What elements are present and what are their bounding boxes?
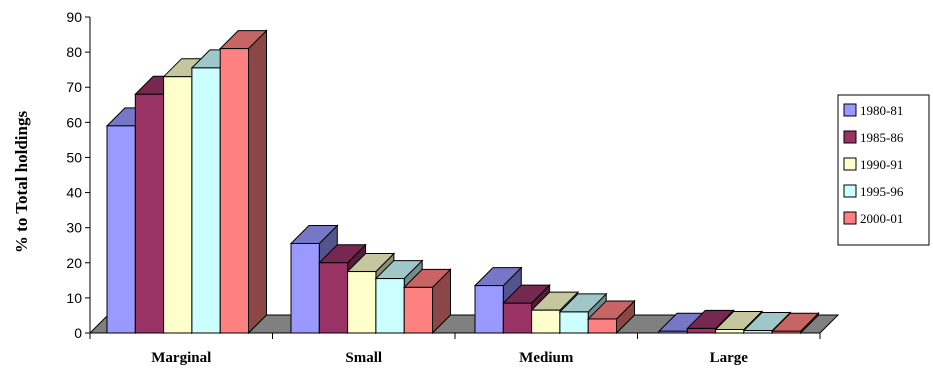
legend-swatch xyxy=(843,103,857,117)
y-tick-label: 30 xyxy=(66,220,82,236)
bar-front xyxy=(474,285,504,334)
bar-front xyxy=(743,330,773,334)
y-tick-label: 40 xyxy=(66,185,82,201)
bar-front xyxy=(686,327,717,334)
y-tick-label: 0 xyxy=(74,325,82,341)
legend-label: 2000-01 xyxy=(860,211,903,226)
bar xyxy=(218,29,268,335)
legend-label: 1985-86 xyxy=(860,130,904,145)
bar-front xyxy=(375,278,405,334)
legend: 1980-81 1985-86 1990-91 1995-96 2000-01 xyxy=(837,94,930,246)
y-tick-label: 90 xyxy=(66,9,82,25)
bar-front xyxy=(318,262,349,334)
bar-front xyxy=(134,93,165,334)
bar-front xyxy=(502,302,533,334)
x-category-label: Small xyxy=(345,350,382,366)
bar xyxy=(402,268,452,335)
y-tick-label: 10 xyxy=(66,290,82,306)
bar-front xyxy=(219,48,249,334)
legend-swatch xyxy=(843,157,857,171)
bar xyxy=(586,299,636,335)
x-category-label: Medium xyxy=(519,350,574,366)
legend-label: 1995-96 xyxy=(860,184,904,199)
x-category-label: Large xyxy=(710,350,749,366)
y-tick-label: 60 xyxy=(66,114,82,130)
legend-swatch xyxy=(843,184,857,198)
y-tick-label: 70 xyxy=(66,79,82,95)
legend-label: 1990-91 xyxy=(860,157,903,172)
bar-front xyxy=(559,311,589,334)
x-category-label: Marginal xyxy=(151,350,211,366)
bar-side xyxy=(248,29,267,335)
bar-front xyxy=(290,242,320,334)
legend-swatch xyxy=(843,130,857,144)
bar-front xyxy=(715,328,745,334)
y-axis: 0 10 20 30 40 50 60 70 80 90 xyxy=(66,9,91,341)
bar-front xyxy=(191,67,221,334)
bar-front xyxy=(658,330,688,334)
y-axis-title: % to Total holdings xyxy=(12,111,31,254)
bar-front xyxy=(531,309,561,334)
legend-label: 1980-81 xyxy=(860,103,903,118)
bar-front xyxy=(771,330,802,334)
legend-swatch xyxy=(843,211,857,225)
bar xyxy=(770,312,820,335)
bars xyxy=(105,29,820,335)
bar-front xyxy=(163,76,193,334)
x-axis: Marginal Small Medium Large xyxy=(89,332,821,366)
bar xyxy=(558,292,608,335)
y-tick-label: 50 xyxy=(66,149,82,165)
bar-front xyxy=(587,318,618,334)
bar-front xyxy=(403,286,434,334)
bar-front xyxy=(347,271,377,334)
y-tick-label: 80 xyxy=(66,44,82,60)
y-tick-label: 20 xyxy=(66,255,82,271)
bar-front xyxy=(106,125,136,334)
